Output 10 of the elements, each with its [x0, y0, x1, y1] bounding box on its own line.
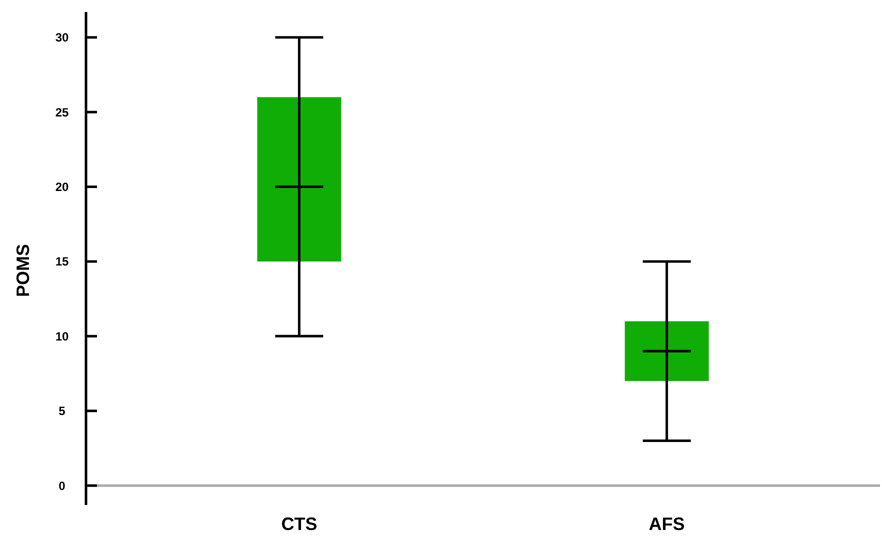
y-tick-label: 25	[55, 105, 69, 120]
y-tick-label: 30	[55, 30, 69, 45]
y-axis-title: POMS	[13, 244, 33, 298]
x-tick-label: AFS	[648, 514, 685, 534]
x-tick-label: CTS	[281, 514, 318, 534]
y-tick-label: 15	[55, 254, 69, 269]
y-tick-label: 0	[58, 478, 66, 493]
y-tick-label: 5	[58, 404, 66, 418]
y-tick-label: 10	[55, 329, 69, 344]
y-tick-label: 20	[55, 180, 69, 194]
